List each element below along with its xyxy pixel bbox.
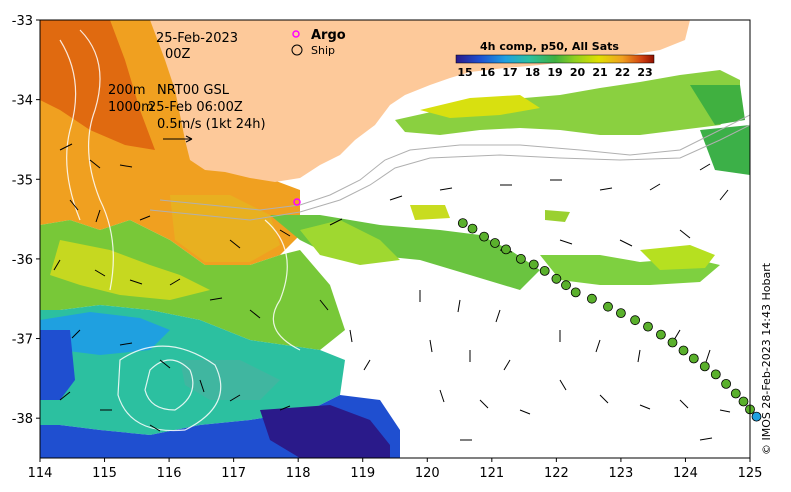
colorbar-tick-label: 17 <box>502 66 517 79</box>
x-tick-label: 120 <box>415 466 440 481</box>
ship-position-marker <box>539 265 550 276</box>
current-vectors <box>53 143 731 441</box>
x-tick-label: 117 <box>221 466 246 481</box>
contour-1000m-label: 1000m <box>108 100 154 115</box>
colorbar-tick-label: 23 <box>637 66 652 79</box>
ship-legend-label: Ship <box>311 44 335 57</box>
white-contours <box>59 29 301 432</box>
current-source-label: NRT00 GSL <box>157 83 230 98</box>
y-tick-label: -36 <box>12 253 33 268</box>
ship-position-marker <box>603 301 613 312</box>
colorbar-tick-label: 21 <box>592 66 607 79</box>
ship-position-marker <box>501 244 511 255</box>
ship-position-marker <box>490 238 500 248</box>
y-tick-label: -37 <box>12 333 33 348</box>
ship-position-marker <box>528 259 539 270</box>
current-time-label: 25-Feb 06:00Z <box>148 100 243 115</box>
ship-position-marker <box>616 308 626 319</box>
contour-200m-label: 200m <box>108 83 145 98</box>
x-tick-label: 124 <box>673 466 698 481</box>
colorbar-tick-label: 16 <box>480 66 496 79</box>
depth-contours <box>149 114 750 221</box>
scale-label: 0.5m/s (1kt 24h) <box>157 117 266 132</box>
argo-marker <box>293 198 301 206</box>
x-tick-label: 118 <box>286 466 311 481</box>
ship-position-marker <box>551 273 562 284</box>
x-tick-label: 115 <box>92 466 117 481</box>
x-tick-label: 116 <box>157 466 182 481</box>
colorbar-tick-label: 19 <box>547 66 562 79</box>
ship-position-marker <box>730 388 741 399</box>
time-label: 00Z <box>165 47 191 62</box>
ship-position-marker <box>570 287 581 298</box>
x-axis: 114 115 116 117 118 119 120 121 122 123 124 125 <box>28 458 763 481</box>
x-tick-label: 122 <box>544 466 569 481</box>
ship-position-marker <box>516 253 526 264</box>
y-axis: -33 -34 -35 -36 -37 -38 <box>12 14 40 427</box>
colorbar-tick-label: 20 <box>570 66 586 79</box>
x-tick-label: 125 <box>738 466 763 481</box>
colorbar-tick-label: 15 <box>457 66 472 79</box>
ship-position-marker <box>667 337 678 348</box>
credit-label: © IMOS 28-Feb-2023 14:43 Hobart <box>760 262 773 455</box>
colorbar-tick-label: 18 <box>525 66 540 79</box>
plot-frame <box>39 19 751 459</box>
x-tick-label: 119 <box>350 466 375 481</box>
scale-arrowhead <box>185 135 193 143</box>
ship-position-marker <box>630 315 640 326</box>
y-tick-label: -35 <box>12 173 33 188</box>
colorbar-tick-label: 22 <box>615 66 630 79</box>
y-tick-label: -38 <box>12 412 33 427</box>
ship-position-marker <box>587 293 597 304</box>
ship-position-marker <box>656 329 666 340</box>
argo-legend-label: Argo <box>311 28 346 43</box>
ship-position-marker <box>751 411 762 422</box>
ship-legend-icon <box>291 44 303 56</box>
argo-legend-icon <box>292 30 300 38</box>
ship-position-marker <box>457 218 468 229</box>
ship-position-marker <box>643 321 653 332</box>
ship-position-marker <box>479 231 490 242</box>
ship-position-marker <box>678 345 689 356</box>
y-tick-label: -34 <box>12 94 33 109</box>
colorbar <box>455 54 655 64</box>
ship-track <box>457 218 762 422</box>
ship-position-marker <box>561 280 571 291</box>
y-tick-label: -33 <box>12 14 33 29</box>
ship-position-marker <box>721 378 731 389</box>
colorbar-title: 4h comp, p50, All Sats <box>480 40 619 53</box>
ship-position-marker <box>738 396 749 407</box>
ship-position-marker <box>467 223 478 234</box>
ship-position-marker <box>710 369 721 380</box>
ship-position-marker <box>688 353 699 364</box>
x-tick-label: 123 <box>608 466 633 481</box>
ship-position-marker <box>699 361 710 372</box>
x-tick-label: 121 <box>479 466 504 481</box>
date-label: 25-Feb-2023 <box>156 31 238 46</box>
x-tick-label: 114 <box>28 466 53 481</box>
colorbar-ticks: 15 16 17 18 19 20 21 22 23 <box>457 66 652 79</box>
